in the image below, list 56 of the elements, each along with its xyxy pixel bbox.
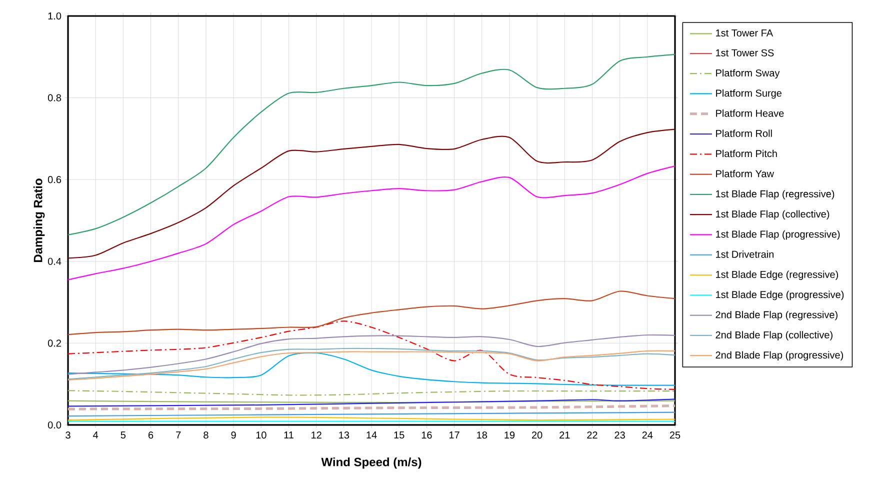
x-tick-label: 15 [394,432,404,438]
y-tick-label: 1.0 [48,12,62,20]
legend-label: 1st Blade Flap (progressive) [716,230,840,240]
line-series [68,352,675,386]
y-axis-title: Damping Ratio [33,178,45,262]
legend-label: 1st Blade Flap (collective) [716,210,830,220]
legend-label: Platform Heave [716,109,784,117]
legend-label: 2nd Blade Flap (regressive) [716,310,838,320]
x-tick-label: 17 [449,432,460,438]
legend-label: 1st Blade Edge (progressive) [716,290,844,300]
y-tick-label: 0.8 [48,94,62,102]
x-tick-label: 9 [231,432,236,439]
x-tick-label: 20 [532,432,542,439]
line-series [68,320,675,390]
legend-label: Platform Sway [716,69,780,79]
x-tick-label: 25 [670,432,680,439]
y-tick-label: 0.4 [48,258,62,265]
x-tick-label: 8 [204,432,208,439]
x-tick-label: 3 [66,432,70,439]
x-tick-label: 5 [120,432,126,438]
legend-label: Platform Surge [716,89,782,99]
legend-label: 1st Blade Flap (regressive) [716,190,834,200]
line-series [68,398,675,407]
x-tick-label: 12 [312,432,322,438]
y-tick-label: 0.0 [48,421,62,429]
line-series [68,166,675,280]
x-tick-label: 11 [284,432,294,438]
legend-label: Platform Roll [716,130,772,137]
x-tick-label: 4 [93,432,98,438]
y-tick-label: 0.2 [48,340,61,347]
legend-label: Platform Yaw [716,170,774,178]
legend-label: 2nd Blade Flap (collective) [716,331,832,340]
y-tick-label: 0.6 [48,176,62,184]
line-series [68,334,675,375]
x-tick-label: 10 [256,432,266,439]
x-axis-title: Wind Speed (m/s) [321,457,422,469]
x-tick-label: 22 [587,432,598,438]
x-tick-label: 24 [642,432,653,438]
line-series [68,54,675,236]
x-tick-label: 23 [614,432,625,439]
line-series [68,128,675,259]
x-tick-label: 14 [366,432,377,438]
legend-label: Platform Pitch [716,150,777,158]
legend-label: 1st Drivetrain [716,250,774,258]
x-tick-label: 7 [176,432,181,438]
x-tick-label: 6 [148,432,154,439]
legend-label: 2nd Blade Flap (progressive) [716,351,844,361]
x-tick-label: 18 [477,432,487,439]
legend-label: 1st Tower FA [716,30,774,37]
legend-label: 1st Tower SS [716,49,774,56]
x-tick-label: 19 [504,432,515,439]
legend-label: 1st Blade Edge (regressive) [716,270,838,280]
x-tick-label: 13 [339,432,350,439]
line-series [68,290,675,336]
x-tick-label: 21 [560,432,570,438]
x-tick-label: 16 [422,432,432,439]
